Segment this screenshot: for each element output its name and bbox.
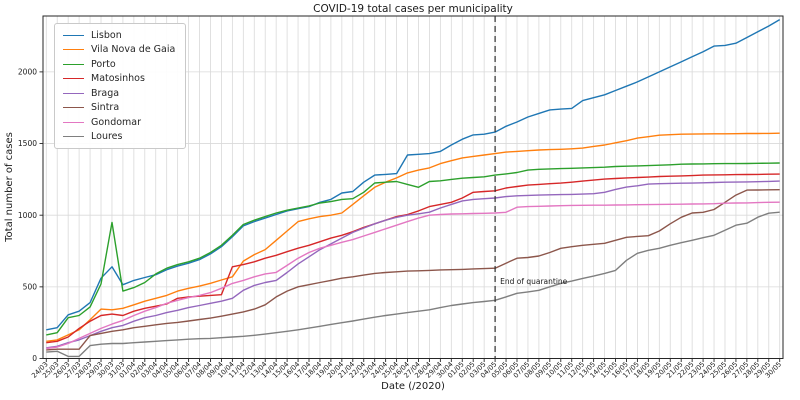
legend-swatch bbox=[63, 78, 84, 80]
legend-item-porto: Porto bbox=[63, 58, 175, 71]
legend-item-braga: Braga bbox=[63, 87, 175, 100]
legend-label: Braga bbox=[91, 87, 120, 99]
axis-tick-labels: 24/0325/0326/0327/0328/0329/0330/0331/03… bbox=[18, 67, 783, 379]
y-tick-label: 0 bbox=[32, 354, 37, 363]
legend-item-matosinhos: Matosinhos bbox=[63, 73, 175, 86]
legend-item-lisbon: Lisbon bbox=[63, 29, 175, 42]
legend-swatch bbox=[63, 63, 84, 65]
legend-swatch bbox=[63, 121, 84, 123]
legend-label: Matosinhos bbox=[91, 73, 145, 85]
legend-item-sintra: Sintra bbox=[63, 102, 175, 115]
legend-swatch bbox=[63, 49, 84, 51]
series-line-loures bbox=[46, 211, 780, 358]
series-line-sintra bbox=[46, 189, 780, 351]
legend-label: Lisbon bbox=[91, 29, 122, 41]
x-axis-label: Date (/2020) bbox=[381, 381, 445, 392]
y-tick-label: 2000 bbox=[18, 67, 37, 76]
y-tick-label: 1000 bbox=[18, 211, 37, 220]
chart-title: COVID-19 total cases per municipality bbox=[313, 3, 513, 15]
legend-label: Vila Nova de Gaia bbox=[91, 44, 176, 56]
y-tick-label: 1500 bbox=[18, 139, 37, 148]
y-axis-label: Total number of cases bbox=[4, 132, 15, 243]
legend: Lisbon Vila Nova de Gaia Porto Matosinhos Br… bbox=[54, 23, 187, 149]
legend-swatch bbox=[63, 92, 84, 94]
legend-item-gondomar: Gondomar bbox=[63, 116, 175, 129]
legend-swatch bbox=[63, 136, 84, 138]
legend-swatch bbox=[63, 107, 84, 109]
series-line-porto bbox=[46, 162, 780, 336]
series-line-braga bbox=[46, 180, 780, 349]
series-line-vila-nova-de-gaia bbox=[46, 132, 780, 342]
end-of-quarantine-annotation: End of quarantine bbox=[500, 277, 568, 286]
legend-label: Porto bbox=[91, 58, 116, 70]
legend-swatch bbox=[63, 34, 84, 36]
data-series bbox=[46, 18, 781, 358]
plot-frame bbox=[42, 15, 784, 359]
legend-label: Gondomar bbox=[91, 116, 142, 128]
y-tick-label: 500 bbox=[23, 282, 38, 291]
legend-item-vila-nova-de-gaia: Vila Nova de Gaia bbox=[63, 44, 175, 57]
axis-ticks bbox=[39, 71, 781, 362]
legend-item-loures: Loures bbox=[63, 131, 175, 144]
legend-label: Loures bbox=[91, 131, 123, 143]
series-line-gondomar bbox=[46, 201, 780, 350]
series-line-lisbon bbox=[46, 18, 781, 331]
legend-label: Sintra bbox=[91, 102, 120, 114]
series-line-matosinhos bbox=[46, 173, 780, 344]
